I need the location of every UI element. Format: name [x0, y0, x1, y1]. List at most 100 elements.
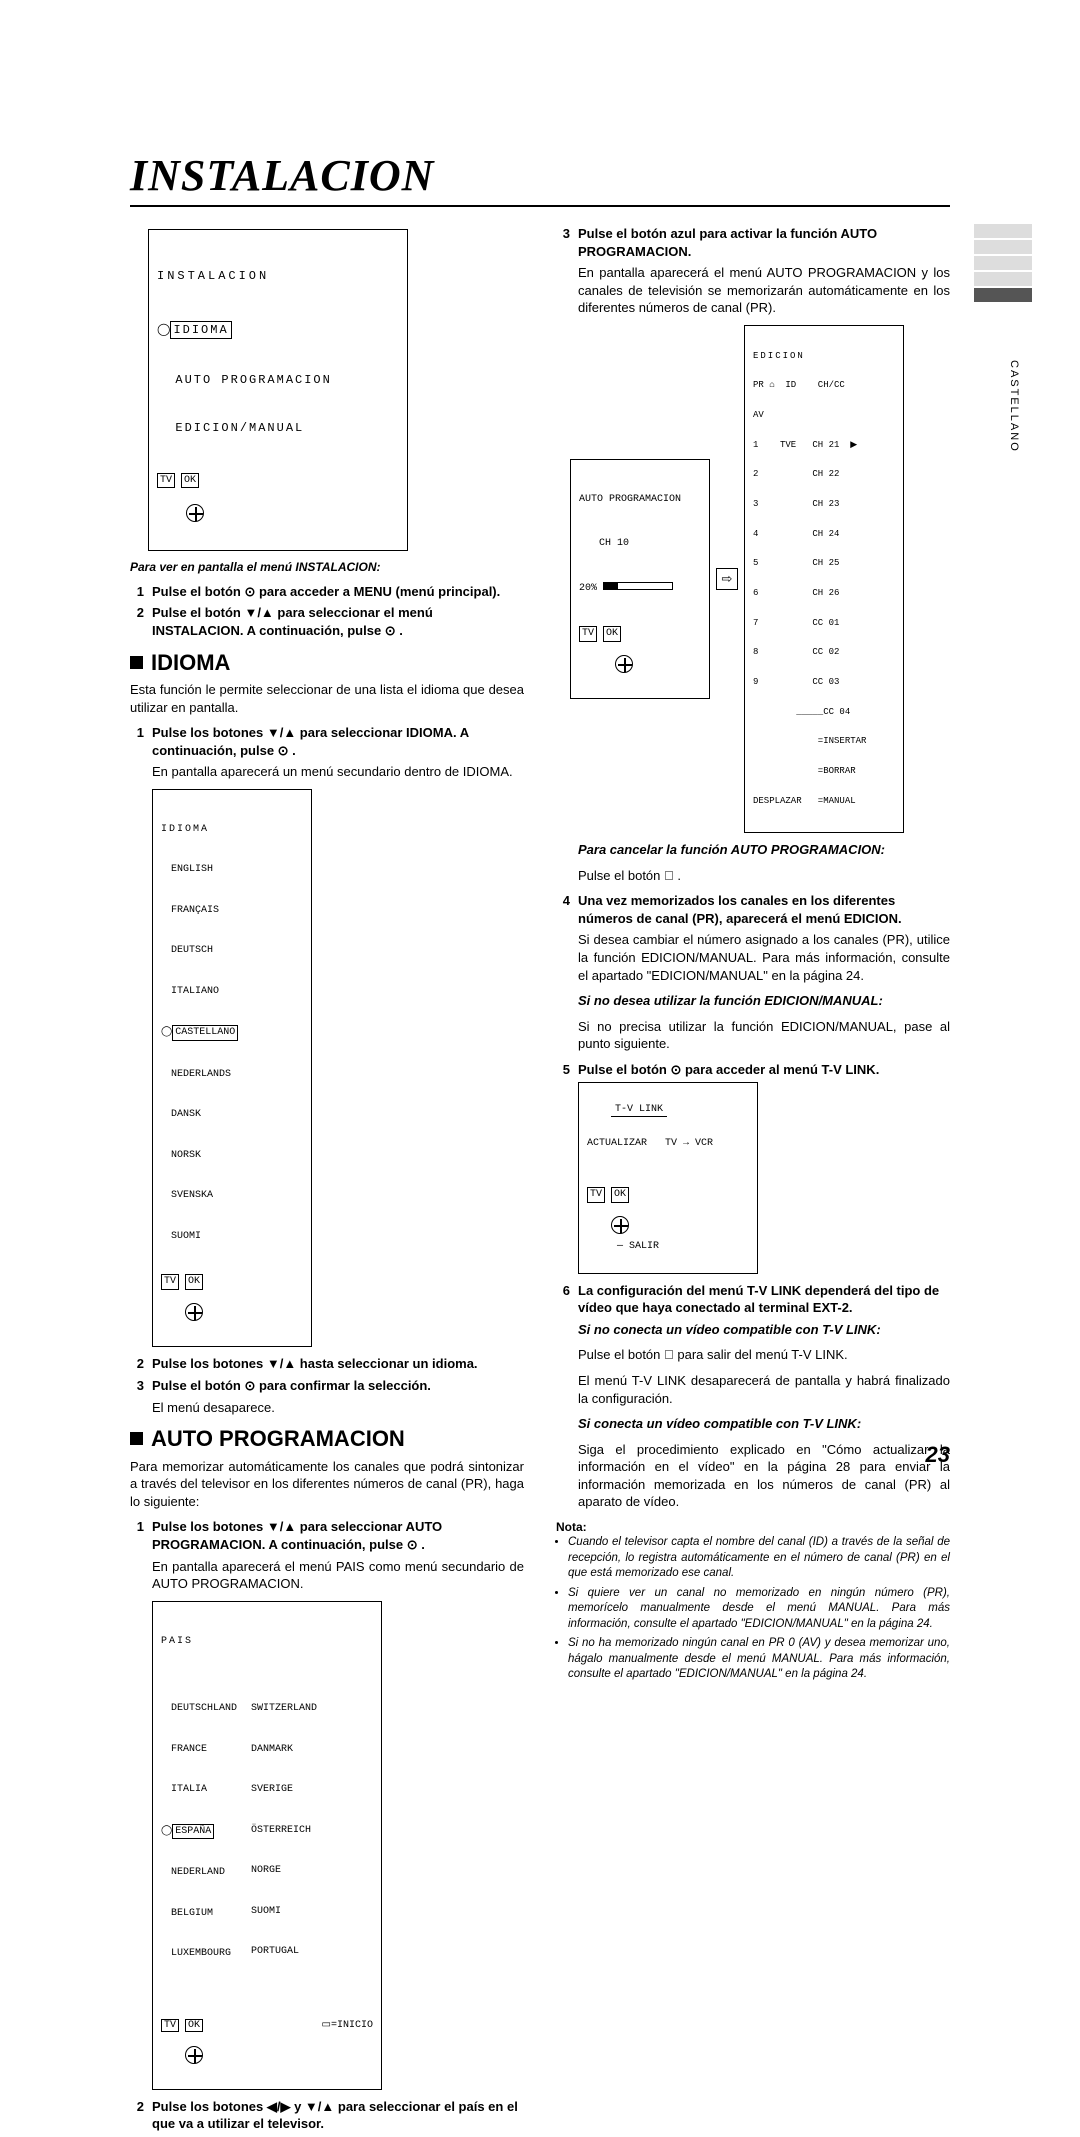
osd-lang-nederlands: NEDERLANDS — [161, 1068, 303, 1082]
pais-deutschland: DEUTSCHLAND — [161, 1702, 237, 1716]
osd-item-idioma: ◯IDIOMA — [157, 321, 399, 339]
pais-portugal: PORTUGAL — [251, 1945, 317, 1959]
idioma-step-1: 1 Pulse los botones ▼/▲ para seleccionar… — [130, 724, 524, 759]
osd-ed-row-12: =BORRAR — [753, 767, 895, 777]
osd-idioma: IDIOMA ENGLISH FRANÇAIS DEUTSCH ITALIANO… — [152, 789, 312, 1348]
pais-luxembourg: LUXEMBOURG — [161, 1947, 237, 1961]
osd-lang-english: ENGLISH — [161, 863, 303, 877]
osd-item-auto: AUTO PROGRAMACION — [157, 372, 399, 388]
auto-step-4-em-t: Si no precisa utilizar la función EDICIO… — [578, 1018, 950, 1053]
osd-auto-prog: AUTO PROGRAMACION CH 10 20% TV OK — [570, 459, 710, 700]
tab-1 — [974, 224, 1032, 238]
osd-ed-row-3: 3 CH 23 — [753, 500, 895, 510]
osd-ed-row-11: =INSERTAR — [753, 737, 895, 747]
nota-item-2: Si quiere ver un canal no memorizado en … — [568, 1586, 950, 1633]
osd-auto-title: AUTO PROGRAMACION — [579, 493, 701, 507]
osd-ed-row-13: DESPLAZAR =MANUAL — [753, 797, 895, 807]
auto-step-4-sub: Si desea cambiar el número asignado a lo… — [578, 931, 950, 984]
osd-lang-italiano: ITALIANO — [161, 985, 303, 999]
nota-list: Cuando el televisor capta el nombre del … — [568, 1535, 950, 1683]
osd-ed-row-9: 9 CC 03 — [753, 678, 895, 688]
osd-item-edicion: EDICION/MANUAL — [157, 420, 399, 436]
osd-auto-bar: 20% — [579, 582, 701, 596]
auto-step-6-em1-t2: El menú T-V LINK desaparecerá de pantall… — [578, 1372, 950, 1407]
osd-ed-row-4: 4 CH 24 — [753, 530, 895, 540]
tab-active — [974, 288, 1032, 302]
auto-step-6-em2-h: Si conecta un vídeo compatible con T-V L… — [578, 1415, 950, 1433]
osd-edicion: EDICION PR ⌂ ID CH/CC AV 1 TVE CH 21 ▶ 2… — [744, 325, 904, 834]
osd-tvlink-title: T-V LINK — [611, 1103, 667, 1118]
language-tab-label: CASTELLANO — [1008, 360, 1020, 453]
pais-sverige: SVERIGE — [251, 1783, 317, 1797]
right-column: 3 Pulse el botón azul para activar la fu… — [556, 225, 950, 2137]
osd-ed-row-8: 8 CC 02 — [753, 648, 895, 658]
pais-italia: ITALIA — [161, 1783, 237, 1797]
intro-step-1: 1 Pulse el botón ⊙ para acceder a MENU (… — [130, 583, 524, 601]
idioma-step-1-sub: En pantalla aparecerá un menú secundario… — [152, 763, 524, 781]
osd-instalacion-caption: Para ver en pantalla el menú INSTALACION… — [130, 559, 524, 575]
osd-ed-row-5: 5 CH 25 — [753, 559, 895, 569]
osd-lang-svenska: SVENSKA — [161, 1189, 303, 1203]
osd-ed-row-0: AV — [753, 411, 895, 421]
osd-instalacion: INSTALACION ◯IDIOMA AUTO PROGRAMACION ED… — [148, 229, 408, 551]
pais-nederland: NEDERLAND — [161, 1866, 237, 1880]
auto-step-3: 3 Pulse el botón azul para activar la fu… — [556, 225, 950, 260]
pais-belgium: BELGIUM — [161, 1907, 237, 1921]
nav-cross-icon — [615, 655, 633, 673]
title-rule — [130, 205, 950, 207]
idioma-intro: Esta función le permite seleccionar de u… — [130, 681, 524, 716]
tab-3 — [974, 256, 1032, 270]
nav-cross-icon — [185, 2046, 203, 2064]
auto-step-1-sub: En pantalla aparecerá el menú PAIS como … — [152, 1558, 524, 1593]
idioma-step-3: 3 Pulse el botón ⊙ para confirmar la sel… — [130, 1377, 524, 1395]
dual-osd-auto-edicion: AUTO PROGRAMACION CH 10 20% TV OK ⇨ EDIC… — [570, 325, 950, 834]
idioma-heading: IDIOMA — [130, 648, 524, 678]
auto-step-4: 4 Una vez memorizados los canales en los… — [556, 892, 950, 927]
pais-switzerland: SWITZERLAND — [251, 1702, 317, 1716]
content-columns: INSTALACION ◯IDIOMA AUTO PROGRAMACION ED… — [130, 225, 950, 2137]
auto-step-1: 1 Pulse los botones ▼/▲ para seleccionar… — [130, 1518, 524, 1553]
auto-cancel-heading: Para cancelar la función AUTO PROGRAMACI… — [578, 841, 950, 859]
auto-step-2: 2 Pulse los botones ◀/▶ y ▼/▲ para selec… — [130, 2098, 524, 2133]
osd-ed-row-10: _____CC 04 — [753, 708, 895, 718]
pais-norge: NORGE — [251, 1864, 317, 1878]
pais-suomi: SUOMI — [251, 1905, 317, 1919]
intro-step-2: 2 Pulse el botón ▼/▲ para seleccionar el… — [130, 604, 524, 639]
left-column: INSTALACION ◯IDIOMA AUTO PROGRAMACION ED… — [130, 225, 524, 2137]
nav-cross-icon — [185, 1303, 203, 1321]
osd-auto-ch: CH 10 — [579, 533, 701, 555]
page-number: 23 — [926, 1442, 950, 1468]
osd-footer: TV OK — [157, 473, 399, 489]
osd-instalacion-title: INSTALACION — [157, 268, 399, 284]
osd-pais: PAIS DEUTSCHLAND FRANCE ITALIA ◯ESPAÑA N… — [152, 1601, 382, 2090]
auto-step-3-sub: En pantalla aparecerá el menú AUTO PROGR… — [578, 264, 950, 317]
pais-danmark: DANMARK — [251, 1743, 317, 1757]
osd-ed-row-2: 2 CH 22 — [753, 470, 895, 480]
nota-item-3: Si no ha memorizado ningún canal en PR 0… — [568, 1636, 950, 1683]
pais-france: FRANCE — [161, 1743, 237, 1757]
osd-ed-hdr: PR ⌂ ID CH/CC — [753, 381, 895, 391]
auto-step-5: 5 Pulse el botón ⊙ para acceder al menú … — [556, 1061, 950, 1079]
page-title: INSTALACION — [130, 150, 950, 201]
osd-ed-title: EDICION — [753, 352, 895, 362]
osd-tvlink: T-V LINK ACTUALIZAR TV → VCR TV OK — SAL… — [578, 1082, 758, 1274]
auto-intro: Para memorizar automáticamente los canal… — [130, 1458, 524, 1511]
osd-lang-dansk: DANSK — [161, 1108, 303, 1122]
edge-tabs — [974, 224, 1032, 304]
nota-heading: Nota: — [556, 1519, 950, 1535]
osd-lang-francais: FRANÇAIS — [161, 904, 303, 918]
osd-tvlink-salir: — SALIR — [611, 1241, 659, 1252]
osd-ed-row-7: 7 CC 01 — [753, 619, 895, 629]
osd-lang-suomi: SUOMI — [161, 1230, 303, 1244]
auto-step-6: 6 La configuración del menú T-V LINK dep… — [556, 1282, 950, 1317]
osd-tvlink-row: ACTUALIZAR TV → VCR — [587, 1131, 749, 1157]
nota-item-1: Cuando el televisor capta el nombre del … — [568, 1535, 950, 1582]
pais-espana: ◯ESPAÑA — [161, 1824, 237, 1840]
auto-step-6-em2-t: Siga el procedimiento explicado en "Cómo… — [578, 1441, 950, 1511]
tab-4 — [974, 272, 1032, 286]
auto-cancel-text: Pulse el botón ⃞ . — [578, 867, 950, 885]
auto-step-4-em-h: Si no desea utilizar la función EDICION/… — [578, 992, 950, 1010]
osd-ed-row-1: 1 TVE CH 21 ▶ — [753, 441, 895, 451]
pais-osterreich: ÖSTERREICH — [251, 1824, 317, 1838]
osd-lang-norsk: NORSK — [161, 1149, 303, 1163]
